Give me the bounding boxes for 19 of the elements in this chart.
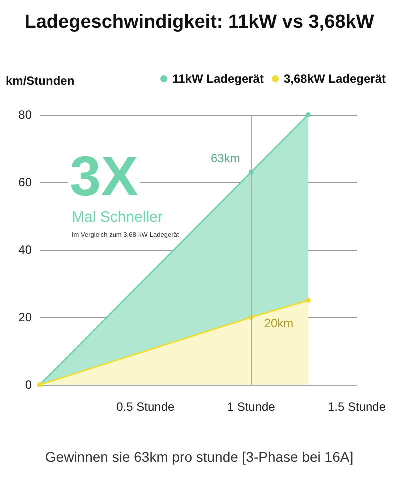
y-tick-label: 20 (18, 310, 32, 324)
legend-label: 11kW Ladegerät (172, 72, 264, 86)
annotation: 3X (70, 144, 138, 208)
point (306, 112, 311, 118)
y-tick-label: 0 (25, 378, 32, 392)
y-tick-label: 60 (18, 176, 32, 190)
y-tick-label: 40 (18, 243, 32, 257)
x-tick-label: 1 Stunde (227, 400, 276, 414)
y-tick-label: 80 (18, 108, 32, 122)
x-tick-label: 1.5 Stunde (328, 400, 386, 414)
legend-label: 3,68kW Ladegerät (284, 72, 386, 86)
x-tick-label: 0.5 Stunde (116, 400, 176, 414)
point (306, 298, 311, 304)
annotation: Mal Schneller (72, 209, 163, 226)
annotation: 63km (210, 151, 240, 166)
annotation: 20km (264, 316, 294, 330)
chart-title: Ladegeschwindigkeit: 11kW vs 3,68kW (24, 12, 374, 33)
y-axis-title: km/Stunden (6, 74, 75, 88)
text: Gewinnen sie 63km pro stunde [3-Phase bei 16A] (45, 449, 354, 465)
